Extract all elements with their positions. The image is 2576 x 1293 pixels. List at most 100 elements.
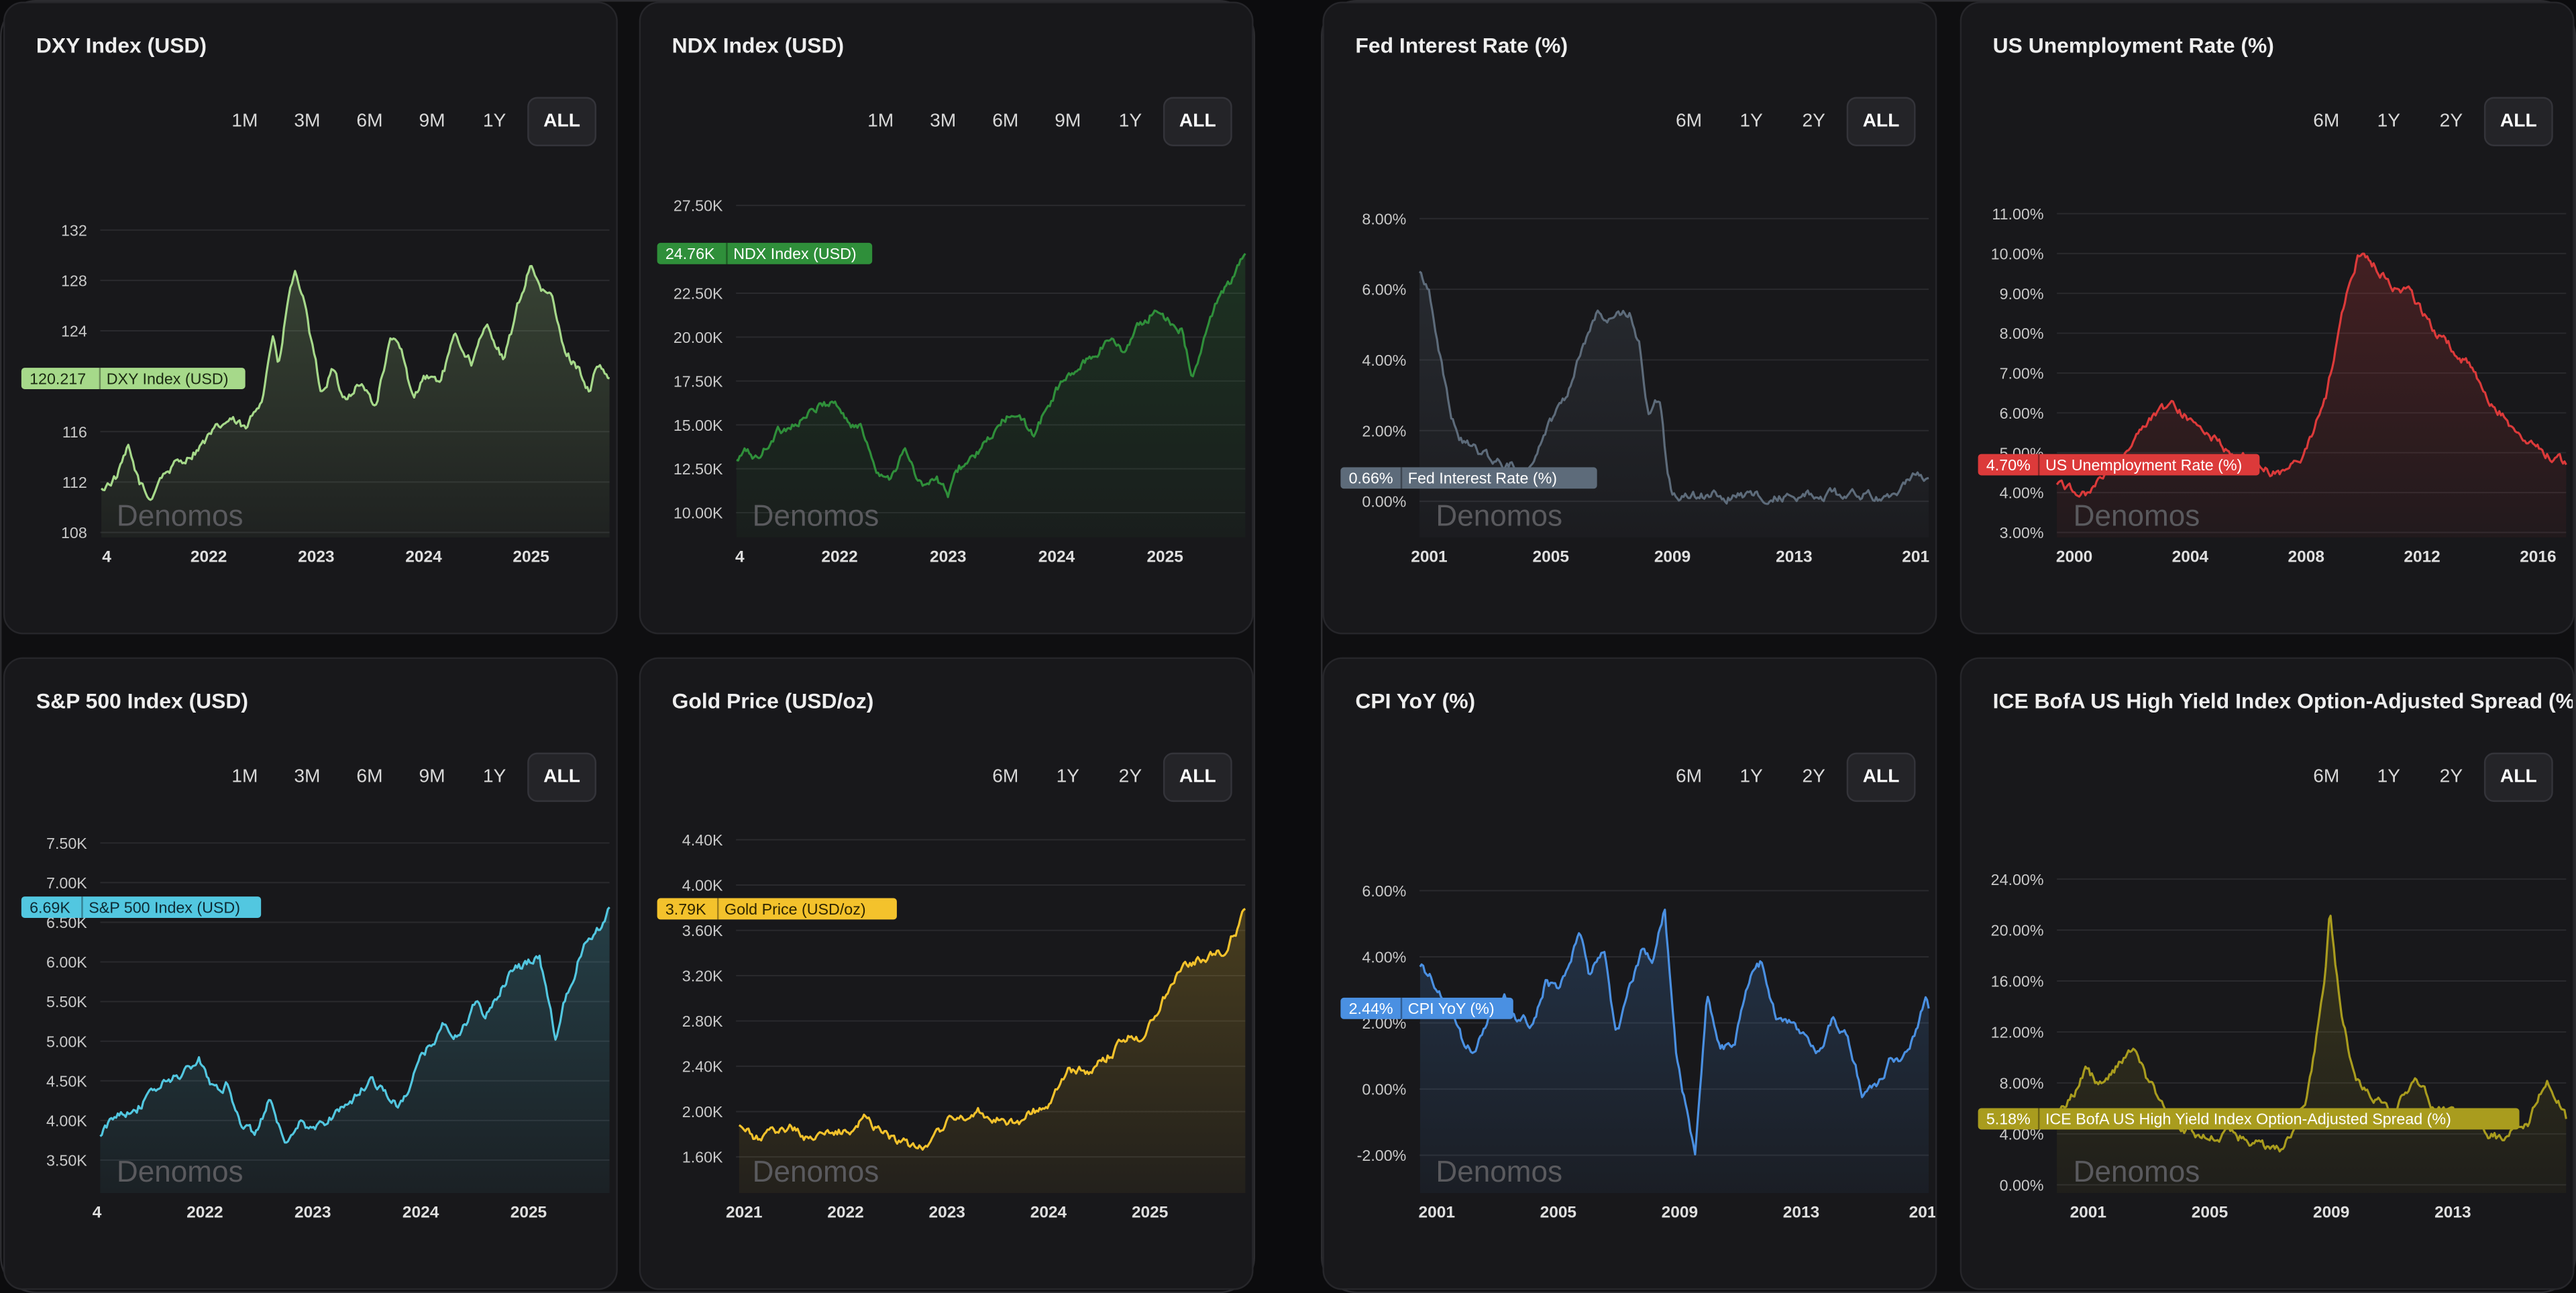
y-tick-label: 116 <box>62 423 87 441</box>
x-tick-label: 2001 <box>1419 1204 1455 1222</box>
range-button-2y[interactable]: 2Y <box>1802 767 1825 788</box>
range-button-3m[interactable]: 3M <box>294 111 321 132</box>
range-button-6m[interactable]: 6M <box>356 767 383 788</box>
y-tick-label: 3.50K <box>46 1152 87 1170</box>
chart-svg[interactable]: 10.00K 12.50K 15.00K 17.50K 20.00K 22.50K 27.5… <box>641 3 1253 634</box>
watermark: Denomos <box>2074 1155 2200 1188</box>
chart-svg[interactable]: 1.60K 2.00K 2.40K 2.80K 3.20K 3.60K 4.00K 4.40K… <box>641 659 1253 1290</box>
range-button-1y[interactable]: 1Y <box>482 767 506 788</box>
x-tick-label: 2005 <box>2192 1204 2228 1222</box>
range-button-all[interactable]: ALL <box>1846 752 1916 803</box>
y-tick-label: 11.00% <box>1992 205 2043 223</box>
series-area <box>1419 271 1929 537</box>
range-selector: 6M 1Y 2Y ALL <box>2297 752 2553 803</box>
range-button-6m[interactable]: 6M <box>356 111 383 132</box>
last-value-tag: 24.76K NDX Index (USD) <box>657 242 873 264</box>
range-button-9m[interactable]: 9M <box>1055 111 1081 132</box>
range-button-2y[interactable]: 2Y <box>2439 111 2463 132</box>
chart-svg[interactable]: 108 112 116 124 128 132 4 2022 2023 2024 2025 Denom… <box>5 3 617 634</box>
x-tick-label: 2024 <box>402 1204 439 1222</box>
chart-title: NDX Index (USD) <box>672 32 845 58</box>
range-button-all[interactable]: ALL <box>1163 97 1232 146</box>
x-tick-label: 2008 <box>2288 548 2324 566</box>
chart-panel-fed: Fed Interest Rate (%) 6M 1Y 2Y ALL 0.00% 4.00%… <box>1322 1 1937 635</box>
range-selector: 1M 3M 6M 9M 1Y ALL <box>215 752 596 803</box>
range-button-1y[interactable]: 1Y <box>1739 111 1763 132</box>
range-button-3m[interactable]: 3M <box>294 767 321 788</box>
range-button-2y[interactable]: 2Y <box>1802 111 1825 132</box>
range-button-1m[interactable]: 1M <box>231 767 258 788</box>
y-tick-label: 8.00% <box>1362 210 1406 227</box>
y-tick-label: 22.50K <box>674 285 723 303</box>
range-button-9m[interactable]: 9M <box>419 111 445 132</box>
last-value-label: 6.69K <box>30 898 70 916</box>
y-tick-label: 6.00% <box>1362 281 1406 299</box>
x-tick-label: 2023 <box>298 548 334 566</box>
y-tick-label: 16.00% <box>1991 973 2044 990</box>
range-button-6m[interactable]: 6M <box>2313 111 2340 132</box>
range-button-3m[interactable]: 3M <box>930 111 957 132</box>
x-tick-label: 2023 <box>930 548 966 566</box>
range-button-1y[interactable]: 1Y <box>1739 767 1763 788</box>
y-tick-label: 0.00% <box>1362 493 1406 511</box>
y-tick-label: 112 <box>62 474 87 491</box>
range-button-1y[interactable]: 1Y <box>2377 111 2401 132</box>
range-button-6m[interactable]: 6M <box>2313 767 2340 788</box>
x-tick-label: 2022 <box>821 548 857 566</box>
range-selector: 6M 1Y 2Y ALL <box>1659 97 1916 146</box>
range-button-all[interactable]: ALL <box>527 752 596 803</box>
series-area <box>2057 915 2567 1193</box>
range-button-1y[interactable]: 1Y <box>1118 111 1142 132</box>
range-button-1m[interactable]: 1M <box>231 111 258 132</box>
last-value-tag: 2.44% CPI YoY (%) <box>1340 997 1513 1019</box>
range-button-6m[interactable]: 6M <box>992 111 1019 132</box>
range-selector: 6M 1Y 2Y ALL <box>1659 752 1916 803</box>
range-button-1y[interactable]: 1Y <box>482 111 506 132</box>
range-button-6m[interactable]: 6M <box>1675 767 1703 788</box>
chart-title: CPI YoY (%) <box>1355 688 1476 713</box>
series-name-label: Gold Price (USD/oz) <box>724 900 866 918</box>
last-value-label: 5.18% <box>1986 1110 2031 1128</box>
x-tick-label: 2016 <box>2520 548 2556 566</box>
y-tick-label: 4.00% <box>2000 484 2044 502</box>
range-button-1y[interactable]: 1Y <box>2377 767 2401 788</box>
range-button-6m[interactable]: 6M <box>1675 111 1703 132</box>
y-tick-label: 4.00K <box>46 1112 87 1129</box>
range-button-all[interactable]: ALL <box>527 97 596 146</box>
range-button-6m[interactable]: 6M <box>992 767 1019 788</box>
y-tick-label: 24.00% <box>1991 871 2044 888</box>
range-selector: 6M 1Y 2Y ALL <box>2297 97 2553 146</box>
x-tick-label: 201 <box>1909 1204 1937 1222</box>
series-line <box>2055 252 2567 498</box>
y-tick-label: 2.00% <box>1362 422 1406 439</box>
y-tick-label: 12.50K <box>674 460 723 478</box>
y-tick-label: 7.00% <box>2000 365 2044 382</box>
series-name-label: NDX Index (USD) <box>733 245 856 262</box>
range-button-all[interactable]: ALL <box>1163 752 1232 803</box>
range-button-2y[interactable]: 2Y <box>2439 767 2463 788</box>
range-button-9m[interactable]: 9M <box>419 767 445 788</box>
chart-svg[interactable]: 0.00% 4.00% 6.00% 8.00% 2.00% 2001 2005 2009 201… <box>1324 3 1937 634</box>
range-button-1y[interactable]: 1Y <box>1056 767 1080 788</box>
x-tick-label: 2022 <box>186 1204 223 1222</box>
range-selector: 6M 1Y 2Y ALL <box>976 752 1232 803</box>
range-button-2y[interactable]: 2Y <box>1118 767 1142 788</box>
chart-svg[interactable]: -2.00%0.00%2.00%4.00%6.00%2001 2005 2009 20… <box>1324 659 1937 1290</box>
y-tick-label: 3.60K <box>682 922 723 939</box>
range-button-all[interactable]: ALL <box>2483 97 2553 146</box>
range-button-all[interactable]: ALL <box>2483 752 2553 803</box>
x-tick-label: 2023 <box>294 1204 331 1222</box>
last-value-label: 4.70% <box>1986 456 2031 474</box>
range-button-all[interactable]: ALL <box>1846 97 1916 146</box>
last-value-tag: 5.18% ICE BofA US High Yield Index Option… <box>1978 1108 2520 1130</box>
x-tick-label: 2025 <box>513 548 549 566</box>
range-button-1m[interactable]: 1M <box>867 111 894 132</box>
chart-svg[interactable]: 3.00%4.00%5.00%6.00%7.00%8.00%9.00%10.00… <box>1962 3 2574 634</box>
y-tick-label: 108 <box>61 524 87 541</box>
y-tick-label: 128 <box>61 272 87 289</box>
chart-svg[interactable]: 3.50K4.00K4.50K5.00K5.50K6.00K6.50K7.00K… <box>5 659 617 1290</box>
x-tick-label: 2000 <box>2056 548 2092 566</box>
chart-title: Gold Price (USD/oz) <box>672 688 874 713</box>
chart-svg[interactable]: 0.00%4.00%8.00%12.00%16.00%20.00%24.00%2… <box>1962 659 2574 1290</box>
y-tick-label: 17.50K <box>674 372 723 390</box>
